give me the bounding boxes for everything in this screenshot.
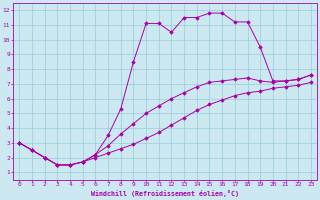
X-axis label: Windchill (Refroidissement éolien,°C): Windchill (Refroidissement éolien,°C) (91, 190, 239, 197)
